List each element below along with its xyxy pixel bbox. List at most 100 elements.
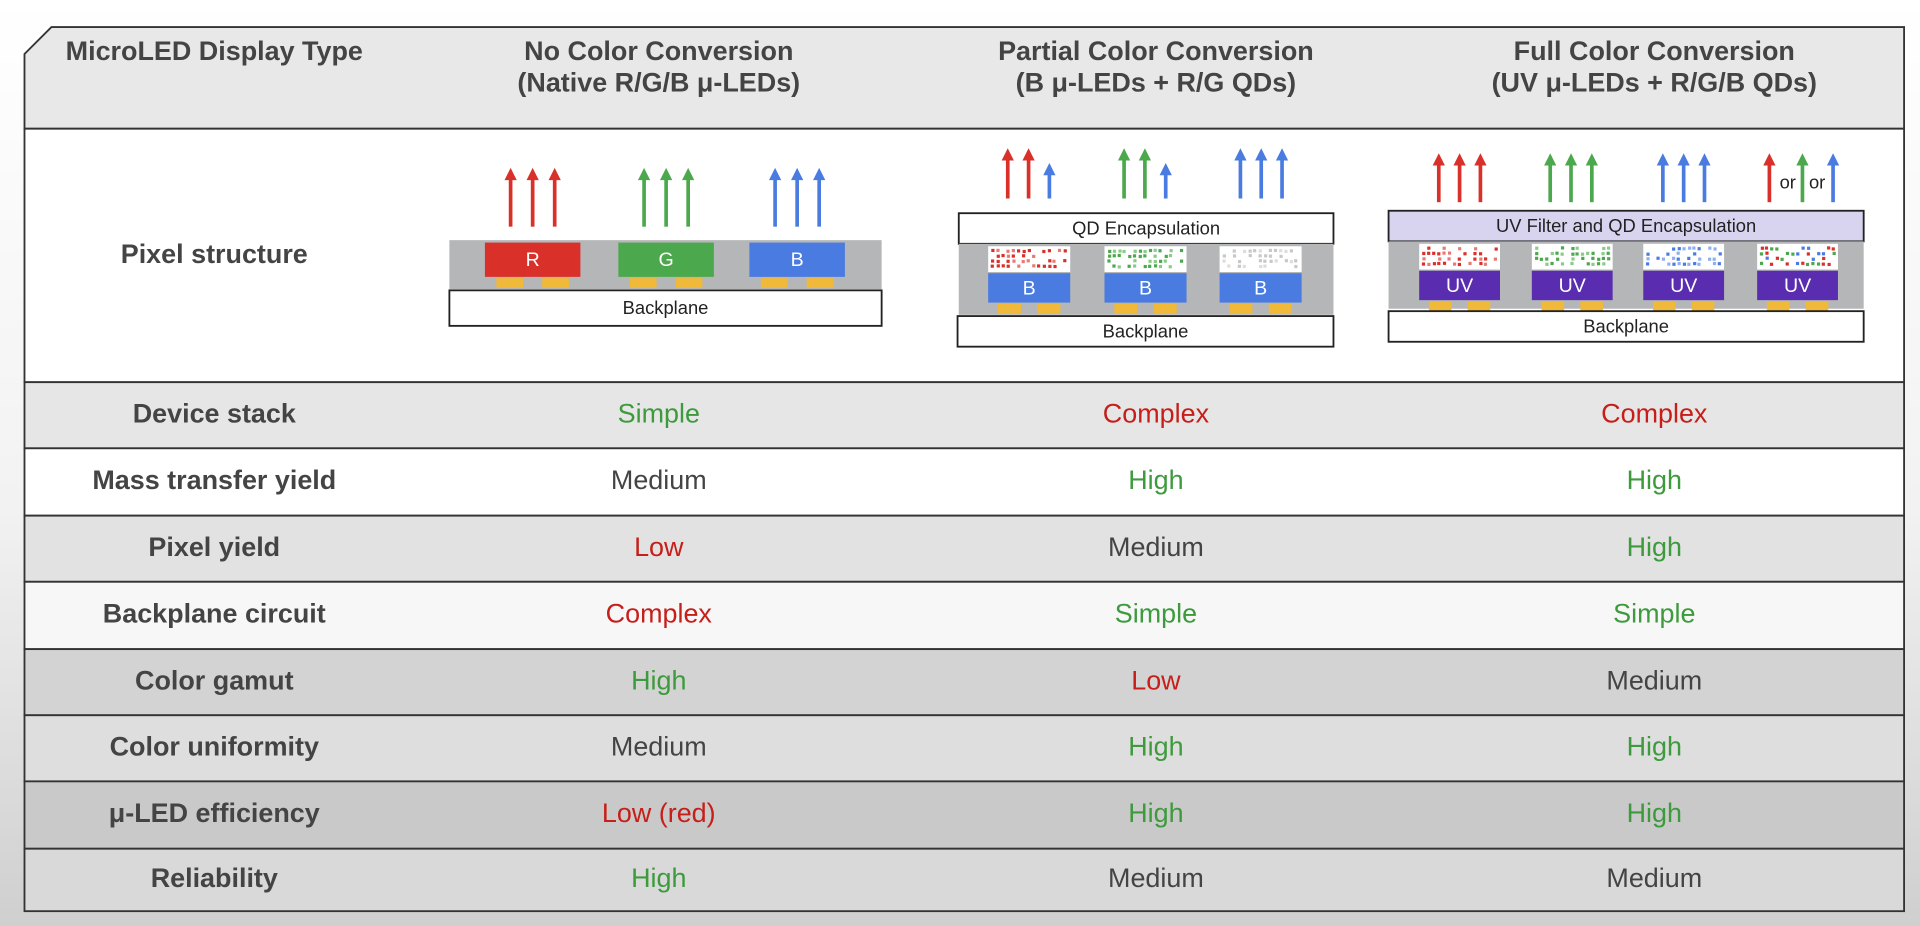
contact-pad: [760, 278, 788, 288]
quantum-dot: [1458, 247, 1462, 251]
quantum-dot: [1550, 251, 1554, 256]
quantum-dot: [1427, 246, 1431, 250]
chip-label: UV: [1670, 275, 1697, 297]
row-label: Color gamut: [135, 665, 294, 695]
arrow-head: [1796, 153, 1809, 166]
quantum-dot: [1168, 254, 1173, 258]
quantum-dot: [1479, 257, 1483, 261]
arrow-head: [1564, 153, 1578, 166]
quantum-dot: [1143, 254, 1147, 258]
quantum-dot: [1483, 262, 1488, 266]
quantum-dot: [1143, 249, 1147, 254]
quantum-dot: [1153, 260, 1157, 264]
micro-led: [1757, 270, 1838, 301]
quantum-dot: [1438, 257, 1442, 261]
quantum-dot: [1122, 249, 1126, 254]
quantum-dot: [1575, 252, 1579, 256]
quantum-dot: [1827, 262, 1831, 267]
quantum-dot: [996, 248, 1000, 252]
quantum-dot: [1672, 247, 1676, 251]
quantum-dot: [1047, 249, 1052, 253]
contact-pad: [496, 278, 524, 288]
quantum-dot: [1153, 248, 1157, 252]
row-label: Backplane circuit: [103, 599, 326, 629]
quantum-dot: [1248, 249, 1252, 253]
quantum-dot: [1801, 261, 1805, 265]
quantum-dot: [1006, 259, 1010, 263]
quantum-dot: [1259, 264, 1263, 269]
quantum-dot: [1268, 254, 1273, 258]
cell-value: Simple: [618, 398, 700, 428]
quantum-dot: [1432, 262, 1437, 266]
quantum-dot: [1148, 248, 1153, 253]
cell-value: Complex: [1103, 398, 1210, 428]
row-background: [23, 847, 1905, 913]
contact-pad: [1268, 303, 1292, 314]
header-column: (UV μ-LEDs + R/G/B QDs): [1492, 68, 1817, 98]
chip-label: B: [1254, 277, 1267, 299]
layer-label: UV Filter and QD Encapsulation: [1496, 215, 1756, 236]
layer-label: Backplane: [1103, 320, 1189, 341]
chip-label: R: [526, 249, 540, 271]
chip-label: UV: [1559, 275, 1586, 297]
quantum-dot: [1718, 252, 1722, 256]
quantum-dot: [1712, 261, 1717, 266]
quantum-dot: [1775, 256, 1779, 260]
quantum-dot: [1791, 252, 1795, 256]
quantum-dot: [1575, 246, 1579, 250]
quantum-dot: [1785, 262, 1789, 266]
quantum-dot: [1586, 262, 1590, 266]
quantum-dot: [1284, 259, 1288, 263]
cell-value: Complex: [606, 599, 713, 629]
quantum-dot: [1258, 259, 1262, 263]
arrow-head: [1453, 153, 1466, 166]
quantum-dot: [1258, 249, 1262, 253]
quantum-dot: [1764, 246, 1769, 250]
quantum-dot: [1677, 247, 1681, 251]
quantum-dot: [1143, 264, 1147, 269]
arrow-head: [1255, 148, 1268, 161]
quantum-dot: [1017, 249, 1021, 253]
quantum-dot: [1661, 257, 1666, 261]
quantum-dot: [1539, 257, 1543, 261]
quantum-dot: [1128, 254, 1132, 259]
quantum-dot: [1052, 259, 1056, 263]
quantum-dot: [991, 248, 995, 253]
quantum-dot: [1042, 249, 1046, 254]
quantum-dot: [1712, 257, 1716, 261]
quantum-dot: [1769, 262, 1774, 266]
micro-led: [749, 242, 845, 277]
quantum-dot: [1698, 257, 1702, 261]
quantum-dot: [1048, 259, 1052, 263]
quantum-dot: [1682, 247, 1686, 251]
contact-pad: [1805, 301, 1829, 312]
quantum-dot: [1474, 247, 1478, 251]
quantum-dot: [1765, 251, 1769, 255]
cell-value: Low: [634, 532, 684, 562]
cell-value: High: [1627, 731, 1682, 761]
quantum-dot: [1022, 254, 1026, 258]
quantum-dot: [1535, 256, 1539, 260]
quantum-dot: [1759, 261, 1764, 265]
quantum-dot: [1692, 246, 1696, 250]
quantum-dot: [1473, 257, 1477, 261]
cell-value: High: [1128, 731, 1183, 761]
cell-value: High: [1627, 465, 1682, 495]
cell-value: High: [1627, 532, 1682, 562]
micro-led: [1219, 273, 1302, 303]
quantum-dot: [1001, 253, 1005, 258]
row-background: [23, 447, 1905, 517]
cell-value: Complex: [1601, 398, 1708, 428]
micro-led: [1104, 273, 1187, 303]
quantum-dot: [1473, 251, 1477, 256]
quantum-dot: [1258, 254, 1262, 258]
quantum-dot: [1107, 259, 1111, 263]
quantum-dot: [1164, 254, 1168, 259]
header-column: (B μ-LEDs + R/G QDs): [1016, 68, 1297, 98]
chip-label: UV: [1784, 275, 1811, 297]
quantum-dot: [1759, 252, 1764, 256]
quantum-dot: [1770, 247, 1774, 251]
header-column: Partial Color Conversion: [998, 36, 1314, 66]
quantum-dot: [1063, 259, 1067, 263]
arrow-head: [1022, 148, 1035, 161]
